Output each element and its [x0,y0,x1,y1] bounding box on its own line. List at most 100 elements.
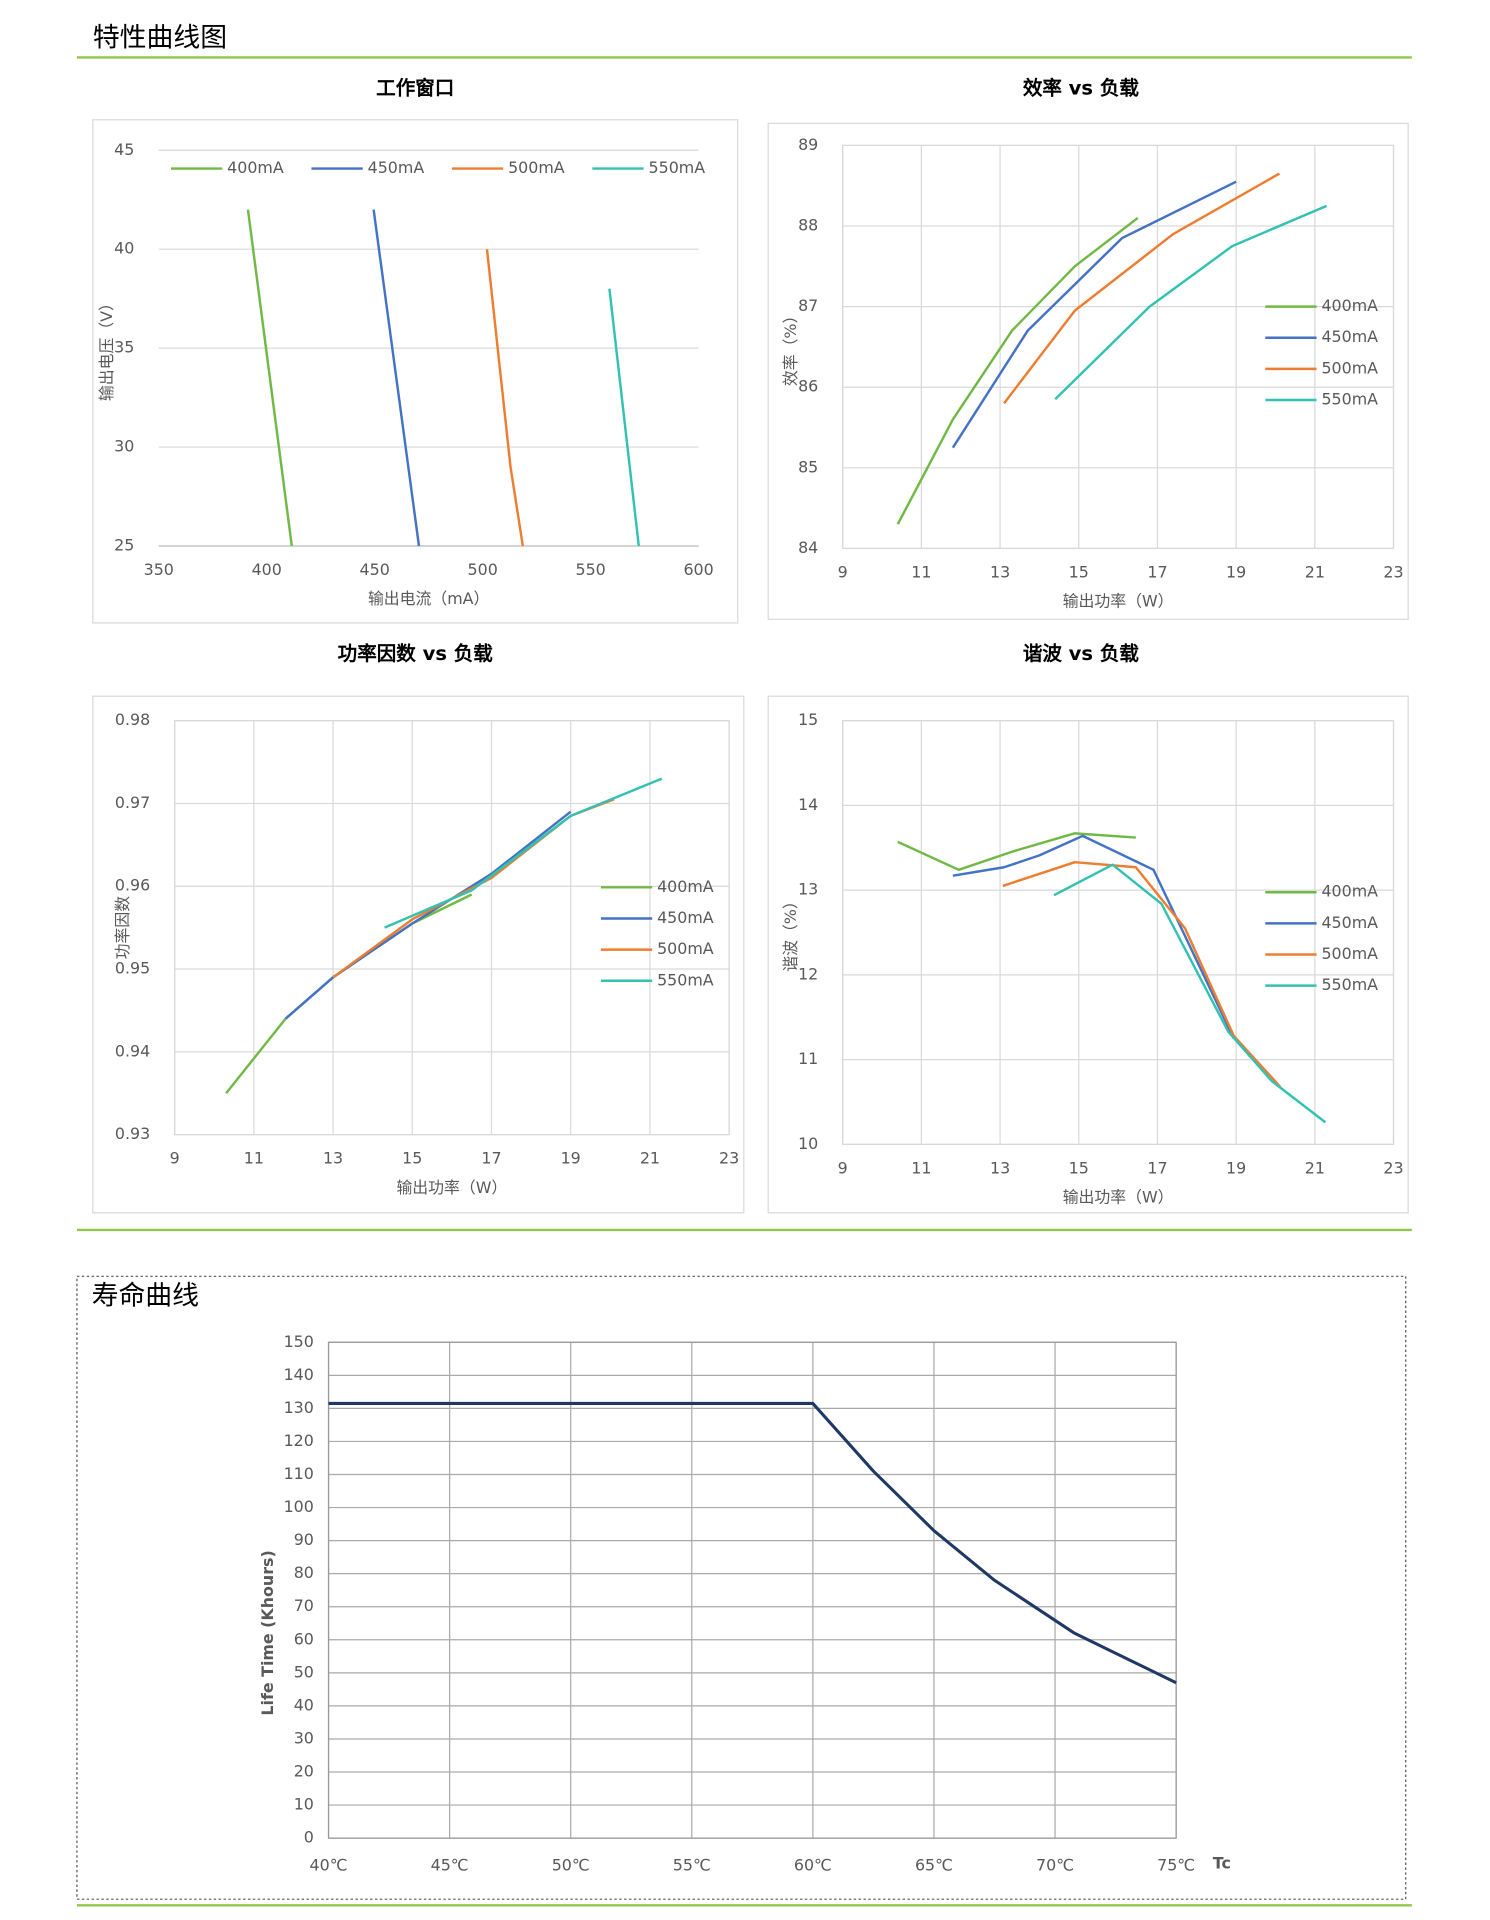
x-tick-label: 9 [170,1149,180,1168]
series-line [328,1401,1177,1685]
chart-frame [92,119,739,624]
legend-label: 550mA [657,970,714,989]
legend-label: 550mA [649,158,706,177]
plot-border [327,1341,1177,1839]
x-tick-label: 19 [1226,562,1246,581]
x-tick-label: 11 [244,1149,264,1168]
y-tick-label: 0 [304,1828,314,1847]
y-tick-label: 12 [798,964,818,983]
chart-title: 工作窗口 [376,77,454,100]
series-line [246,209,293,547]
x-tick-label: 500 [468,560,498,579]
x-tick-label: 13 [990,1158,1010,1177]
y-tick-label: 20 [294,1762,314,1781]
y-tick-label: 90 [294,1530,314,1549]
y-tick-label: 110 [284,1464,314,1483]
y-tick-label: 88 [798,215,818,234]
y-tick-label: 45 [114,140,134,159]
series-line [372,209,421,547]
series-line [896,216,1139,525]
y-tick-label: 100 [284,1497,314,1516]
legend-label: 550mA [1321,390,1378,409]
x-tick-label: 70℃ [1036,1856,1074,1875]
legend-label: 500mA [1321,358,1378,377]
chart-frame [92,695,745,1214]
legend-label: 400mA [1321,296,1378,315]
series-line [952,834,1235,1039]
series-line [1002,860,1282,1088]
series-line [284,810,572,1020]
y-tick-label: 25 [114,535,134,554]
x-tick-label: 13 [990,562,1010,581]
x-tick-label: 17 [1147,1158,1167,1177]
x-tick-label: 13 [323,1149,343,1168]
y-tick-label: 50 [294,1662,314,1681]
x-tick-label: 15 [402,1149,422,1168]
y-tick-label: 10 [294,1795,314,1814]
y-tick-label: 0.97 [115,793,150,812]
series-line [1054,204,1328,401]
x-axis-label: 输出功率（W） [396,1178,507,1197]
y-tick-label: 84 [798,538,818,557]
x-tick-label: 60℃ [794,1856,832,1875]
y-tick-label: 40 [294,1695,314,1714]
legend-label: 400mA [1321,882,1378,901]
y-tick-label: 85 [798,457,818,476]
section-title: 寿命曲线 [92,1281,199,1312]
x-axis-label: 输出功率（W） [1063,1188,1174,1207]
y-axis-label: 谐波（%） [781,893,800,972]
y-tick-label: 35 [114,338,134,357]
y-tick-label: 60 [294,1629,314,1648]
section-title: 特性曲线图 [93,23,227,54]
y-tick-label: 86 [798,377,818,396]
y-tick-label: 0.98 [115,710,150,729]
x-axis-label: 输出电流（mA） [368,589,489,608]
x-tick-label: 400 [252,560,282,579]
legend-label: 500mA [508,158,565,177]
y-tick-label: 0.95 [115,959,150,978]
plot-border [174,720,730,1136]
x-tick-label: 23 [1383,562,1403,581]
x-tick-label: 55℃ [673,1856,711,1875]
chart-title: 效率 vs 负载 [1023,77,1140,100]
chart-frame [767,122,1409,620]
y-axis-label: 效率（%） [781,308,800,387]
legend-label: 550mA [1321,975,1378,994]
x-tick-label: 45℃ [431,1856,469,1875]
x-tick-label: 21 [640,1149,660,1168]
x-tick-label: 40℃ [310,1856,348,1875]
x-tick-label: 50℃ [552,1856,590,1875]
legend-label: 450mA [368,158,425,177]
y-tick-label: 30 [114,437,134,456]
series-line [608,288,640,547]
y-tick-label: 87 [798,296,818,315]
x-tick-label: 11 [911,1158,931,1177]
series-line [1003,172,1281,405]
x-tick-label: 21 [1305,1158,1325,1177]
x-tick-label: 15 [1069,562,1089,581]
x-tick-label: 17 [481,1149,501,1168]
x-tick-label: 65℃ [915,1856,953,1875]
y-tick-label: 13 [798,880,818,899]
x-tick-label: 600 [683,560,713,579]
x-tick-label: 9 [838,562,848,581]
y-tick-label: 120 [284,1431,314,1450]
y-tick-label: 15 [798,710,818,729]
series-line [225,893,473,1095]
legend-label: 500mA [657,939,714,958]
section-frame [76,1275,1407,1900]
plot-border [842,720,1395,1146]
legend-label: 450mA [657,908,714,927]
y-axis-label: 输出电压（V） [97,295,116,401]
series-line [485,249,525,547]
x-tick-label: 19 [561,1149,581,1168]
legend-label: 400mA [227,158,284,177]
chart-title: 谐波 vs 负载 [1023,642,1140,665]
legend-label: 450mA [1321,913,1378,932]
chart-title: 功率因数 vs 负载 [338,642,494,665]
x-tick-label: 450 [360,560,390,579]
legend-label: 450mA [1321,327,1378,346]
y-tick-label: 10 [798,1134,818,1153]
